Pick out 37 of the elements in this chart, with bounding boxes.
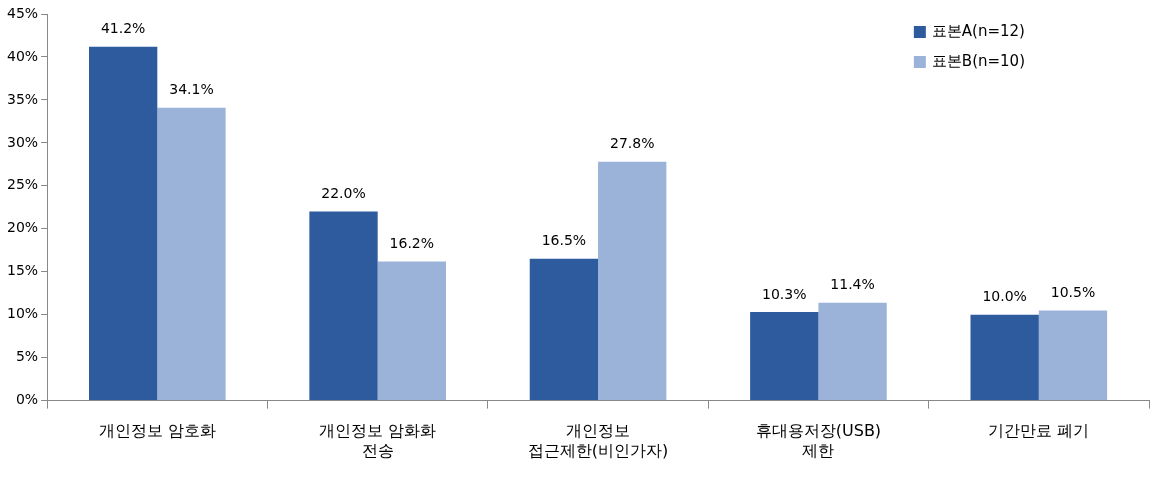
y-tick-label: 40% (6, 47, 39, 64)
y-tick-label: 15% (6, 262, 39, 279)
x-tick-label: 기간만료 폐기 (988, 421, 1090, 441)
y-tick-label: 25% (6, 176, 39, 193)
x-tick-label: 개인정보 암호화 (98, 421, 216, 441)
bar (529, 258, 599, 401)
y-tick-label: 5% (15, 348, 39, 365)
y-tick-label: 30% (6, 133, 39, 150)
data-label: 27.8% (609, 135, 655, 152)
data-label: 10.0% (982, 288, 1027, 305)
bar (750, 312, 819, 401)
data-label: 34.1% (169, 81, 214, 98)
x-tick-label: 개인정보 암화화 전송 (319, 421, 437, 460)
data-label: 10.5% (1050, 284, 1096, 301)
bar (309, 211, 378, 401)
bar (1038, 310, 1108, 401)
bar (970, 314, 1039, 401)
x-tick-label: 개인정보 접근제한(비인가자) (527, 421, 669, 460)
x-tick-label: 휴대용저장(USB) 제한 (755, 421, 882, 460)
data-label: 11.4% (830, 276, 875, 293)
bar (88, 46, 158, 401)
bar (157, 107, 226, 401)
legend-label: 표본A(n=12) (931, 21, 1025, 40)
bar (377, 261, 446, 401)
data-label: 16.5% (541, 232, 587, 249)
y-tick-label: 0% (15, 391, 39, 408)
data-label: 16.2% (389, 235, 435, 252)
bar (818, 302, 887, 401)
bar (598, 161, 667, 401)
y-tick-label: 35% (6, 90, 39, 107)
data-label: 41.2% (100, 20, 146, 37)
y-tick-label: 45% (6, 4, 39, 21)
data-label: 10.3% (762, 285, 807, 302)
y-tick-label: 20% (6, 219, 39, 236)
y-tick-label: 10% (6, 305, 39, 322)
data-label: 22.0% (321, 185, 366, 202)
legend-label: 표본B(n=10) (931, 51, 1026, 70)
